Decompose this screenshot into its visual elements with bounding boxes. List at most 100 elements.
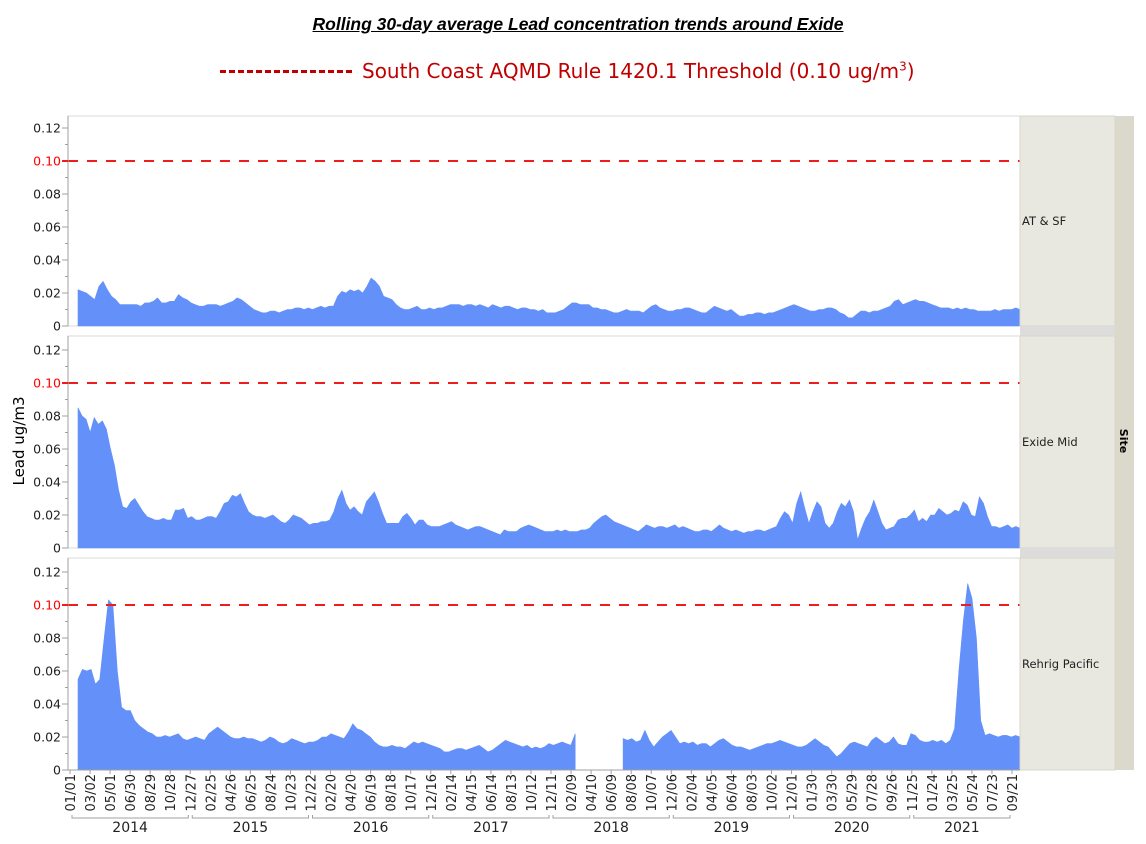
x-tick-label: 04/15 [465, 774, 480, 811]
x-tick-label: 05/29 [846, 774, 861, 811]
facet-strip [1019, 115, 1116, 327]
x-tick-label: 02/04 [685, 774, 700, 811]
x-tick-label: 09/21 [1006, 774, 1021, 811]
panels: 0 0.02 0.04 0.06 0.08 0.10 0.12 0 0.02 0.04 0.06 0.… [33, 115, 1021, 778]
x-tick-label: 04/20 [345, 774, 360, 811]
y-tick-label: 0.10 [33, 598, 61, 613]
x-tick-label: 05/01 [104, 774, 119, 811]
x-tick-label: 12/16 [425, 774, 440, 811]
x-year-label: 2021 [944, 820, 980, 836]
y-tick-label: 0.02 [33, 286, 61, 301]
x-tick-label: 10/17 [405, 774, 420, 811]
x-year-label: 2015 [233, 820, 269, 836]
x-tick-label: 12/06 [665, 774, 680, 811]
x-tick-label: 06/30 [124, 774, 139, 811]
legend-threshold-line-icon [220, 69, 352, 73]
x-tick-label: 05/24 [966, 774, 981, 811]
x-tick-label: 10/07 [645, 774, 660, 811]
y-tick-label: 0.02 [33, 508, 61, 523]
facet-strip [1019, 557, 1116, 771]
panel-at-sf: 0 0.02 0.04 0.06 0.08 0.10 0.12 [33, 115, 1021, 334]
x-tick-label: 10/02 [765, 774, 780, 811]
panel-exide-mid: 0 0.02 0.04 0.06 0.08 0.10 0.12 [33, 335, 1021, 556]
x-year-label: 2017 [473, 820, 509, 836]
y-tick-label: 0.08 [33, 631, 61, 646]
x-tick-label: 06/19 [365, 774, 380, 811]
x-tick-label: 11/25 [906, 774, 921, 811]
x-year-label: 2019 [714, 820, 750, 836]
y-tick-label: 0 [53, 541, 61, 556]
x-tick-label: 12/27 [184, 774, 199, 811]
x-year-label: 2020 [834, 820, 870, 836]
legend-label: South Coast AQMD Rule 1420.1 Threshold (… [362, 59, 915, 83]
site-strip [1115, 116, 1134, 770]
x-tick-label: 08/29 [144, 774, 159, 811]
x-tick-label: 03/02 [84, 774, 99, 811]
y-tick-label: 0.12 [33, 565, 61, 580]
x-tick-label: 09/26 [886, 774, 901, 811]
facet-label: Exide Mid [1022, 435, 1078, 449]
y-tick-label: 0.06 [33, 442, 61, 457]
x-tick-label: 02/25 [204, 774, 219, 811]
x-tick-label: 12/01 [786, 774, 801, 811]
x-tick-label: 01/30 [806, 774, 821, 811]
x-tick-label: 10/28 [164, 774, 179, 811]
x-tick-label: 02/20 [325, 774, 340, 811]
y-tick-label: 0.08 [33, 409, 61, 424]
facet-strips: Site AT & SF Exide Mid Rehrig Pacific [1019, 115, 1134, 771]
y-tick-label: 0.04 [33, 475, 61, 490]
y-axis-label: Lead ug/m3 [10, 396, 28, 485]
chart-title: Rolling 30-day average Lead concentratio… [312, 14, 844, 34]
x-tick-label: 04/26 [224, 774, 239, 811]
y-tick-label: 0.10 [33, 154, 61, 169]
x-tick-label: 01/01 [64, 774, 79, 811]
area-series [77, 407, 1021, 549]
x-tick-label: 10/12 [525, 774, 540, 811]
x-year-label: 2018 [593, 820, 629, 836]
x-year-label: 2014 [112, 820, 148, 836]
site-label: Site [1117, 429, 1130, 453]
area-series [77, 277, 1021, 327]
y-tick-label: 0.12 [33, 121, 61, 136]
x-tick-label: 12/11 [545, 774, 560, 811]
x-tick-label: 04/10 [585, 774, 600, 811]
x-tick-label: 08/03 [745, 774, 760, 811]
x-tick-label: 02/09 [565, 774, 580, 811]
x-tick-label: 07/28 [866, 774, 881, 811]
x-axis: 01/01 03/02 05/01 06/30 08/29 10/28 12/27 02/25… [64, 769, 1021, 836]
x-tick-label: 06/04 [725, 774, 740, 811]
x-tick-label: 02/14 [445, 774, 460, 811]
x-tick-label: 08/18 [385, 774, 400, 811]
y-tick-label: 0.04 [33, 697, 61, 712]
x-tick-label: 03/30 [826, 774, 841, 811]
x-year-label: 2016 [353, 820, 389, 836]
legend: South Coast AQMD Rule 1420.1 Threshold (… [220, 56, 915, 86]
area-series [77, 583, 1021, 771]
y-tick-label: 0.08 [33, 187, 61, 202]
x-tick-label: 04/05 [705, 774, 720, 811]
x-tick-label: 06/09 [605, 774, 620, 811]
y-tick-label: 0.10 [33, 376, 61, 391]
x-tick-label: 06/25 [244, 774, 259, 811]
x-tick-label: 08/24 [264, 774, 279, 811]
x-tick-label: 08/13 [505, 774, 520, 811]
y-tick-label: 0.06 [33, 220, 61, 235]
x-tick-label: 12/22 [305, 774, 320, 811]
facet-strip [1019, 335, 1116, 549]
x-tick-label: 10/23 [284, 774, 299, 811]
panel-rehrig-pacific: 0 0.02 0.04 0.06 0.08 0.10 0.12 [33, 557, 1021, 778]
x-tick-label: 06/14 [485, 774, 500, 811]
y-tick-label: 0 [53, 763, 61, 778]
x-tick-label: 01/24 [926, 774, 941, 811]
y-tick-label: 0.02 [33, 730, 61, 745]
y-tick-label: 0.04 [33, 253, 61, 268]
y-tick-label: 0.12 [33, 343, 61, 358]
y-tick-label: 0 [53, 319, 61, 334]
x-tick-label: 03/25 [946, 774, 961, 811]
y-tick-label: 0.06 [33, 664, 61, 679]
facet-label: AT & SF [1022, 214, 1066, 228]
facet-label: Rehrig Pacific [1022, 657, 1099, 671]
x-tick-label: 07/23 [986, 774, 1001, 811]
x-tick-label: 08/08 [625, 774, 640, 811]
